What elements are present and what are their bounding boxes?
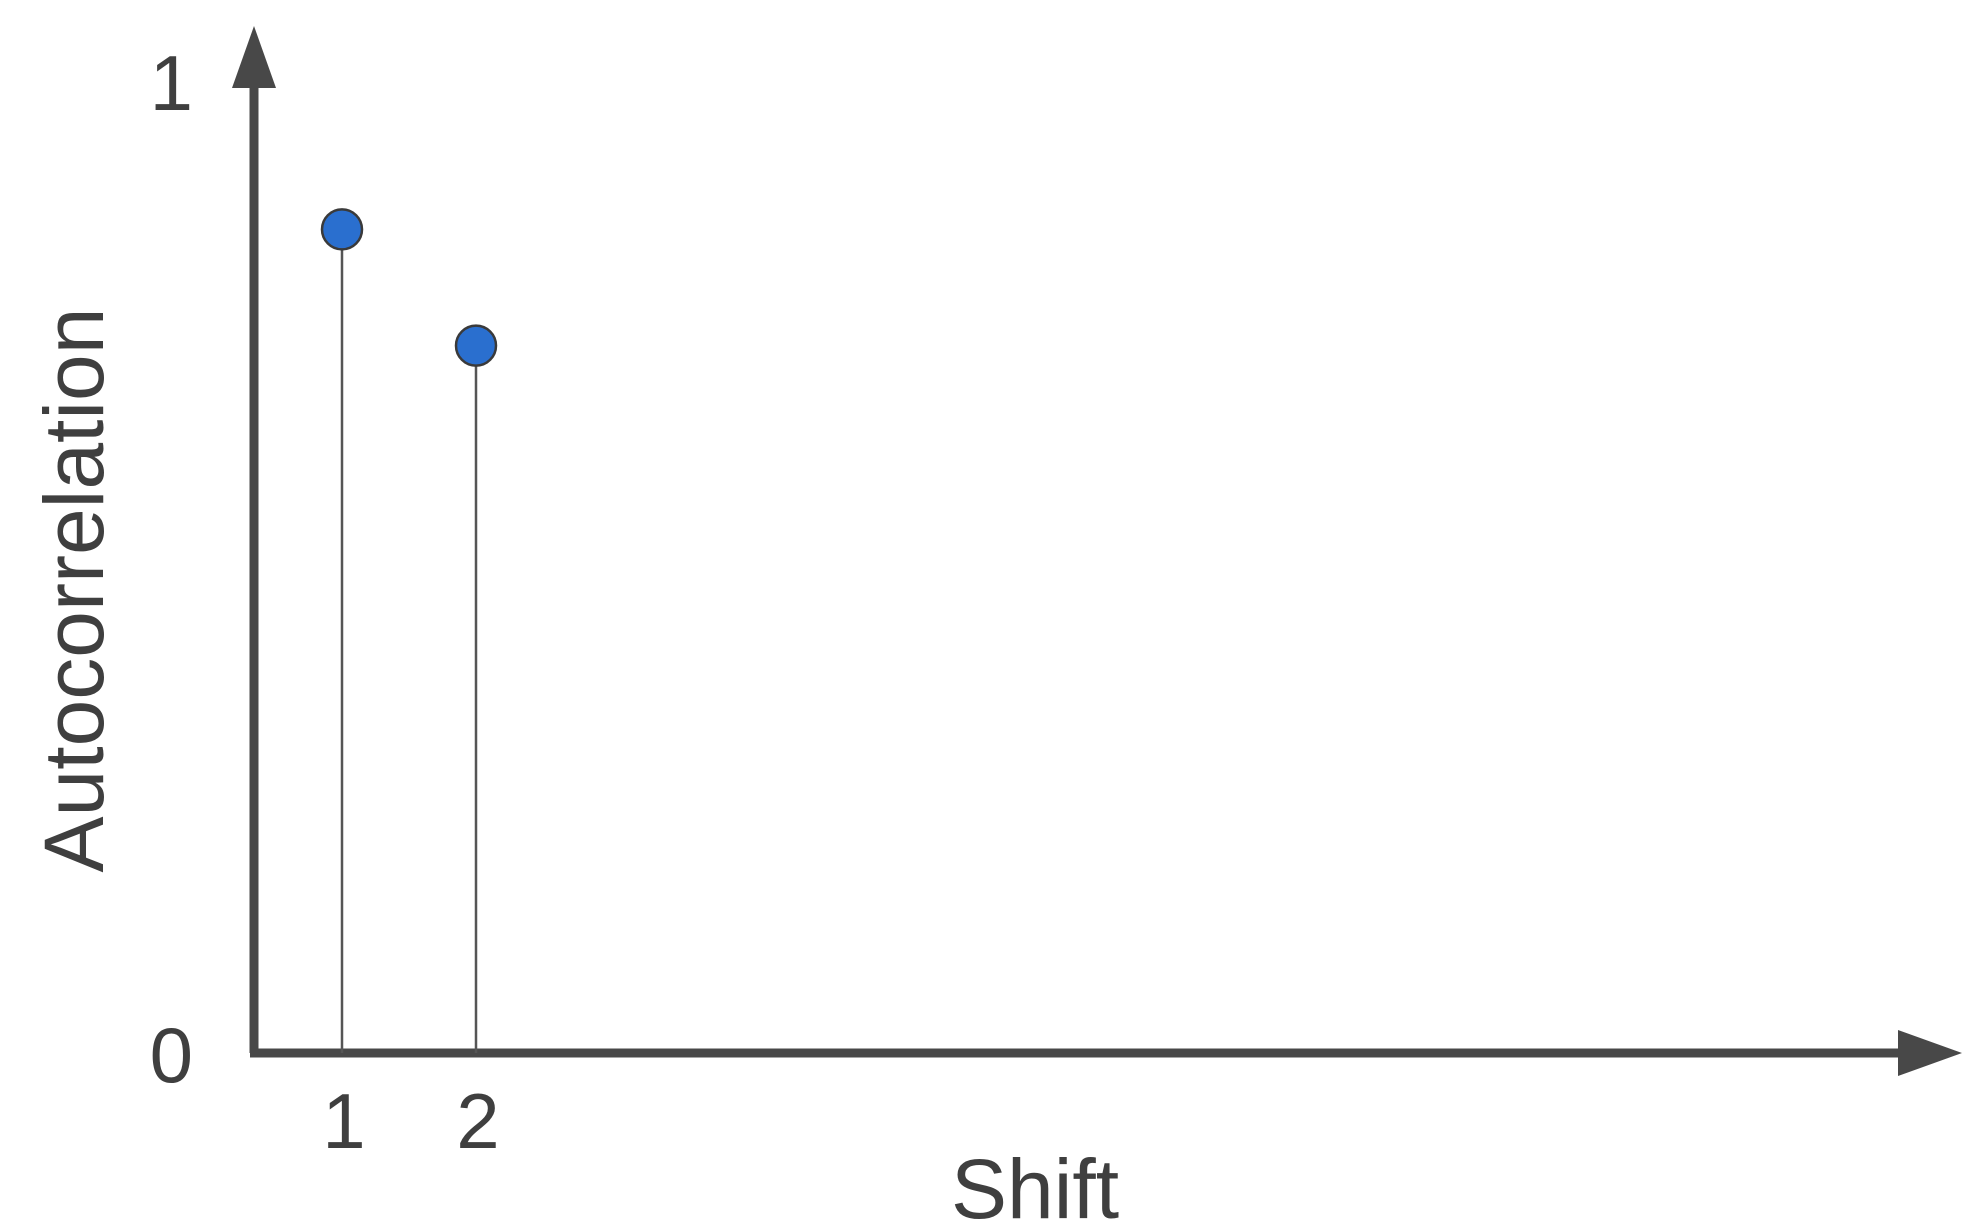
- data-point-1: [320, 208, 364, 251]
- y-tick-label-0: 0: [150, 1011, 193, 1099]
- y-axis-arrow: [232, 26, 276, 88]
- x-tick-label-1: 1: [322, 1077, 365, 1165]
- data-points: [320, 208, 498, 367]
- x-axis-arrow: [1898, 1030, 1962, 1076]
- x-axis-title: Shift: [951, 1142, 1119, 1230]
- y-axis-title: Autocorrelation: [27, 308, 121, 873]
- y-tick-label-1: 1: [150, 39, 193, 127]
- data-point-2: [454, 324, 498, 367]
- x-tick-label-2: 2: [456, 1077, 499, 1165]
- y-tick-labels: 0 1: [150, 39, 193, 1099]
- axes: [232, 26, 1962, 1076]
- stem-lines: [340, 229, 478, 1053]
